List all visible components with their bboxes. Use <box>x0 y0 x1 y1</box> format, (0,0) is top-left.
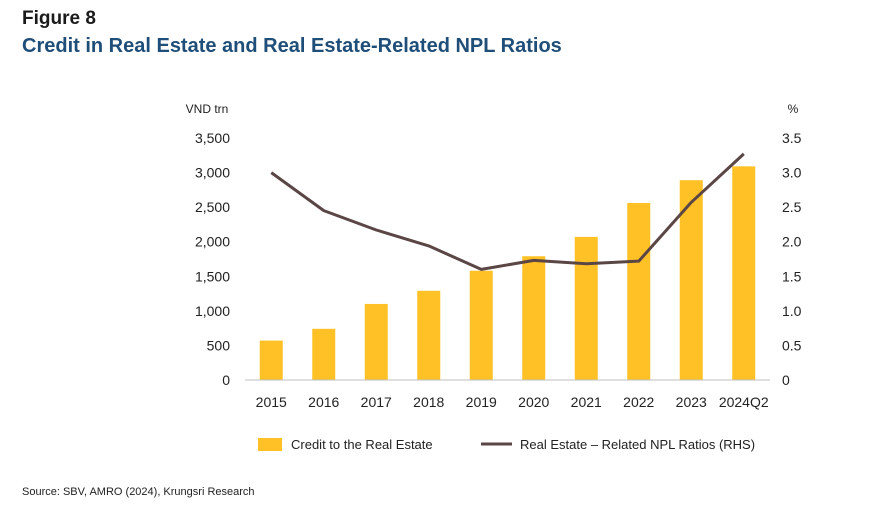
left-axis-unit: VND trn <box>186 102 229 116</box>
left-tick-label: 2,500 <box>195 199 230 215</box>
left-tick-label: 0 <box>222 372 230 388</box>
bar <box>574 236 598 380</box>
bar <box>679 180 703 380</box>
right-axis-ticks: 0 0.5 1.0 1.5 2.0 2.5 3.0 3.5 <box>782 130 802 388</box>
chart-title: Credit in Real Estate and Real Estate-Re… <box>22 35 562 57</box>
x-tick-label: 2015 <box>256 394 287 410</box>
left-tick-label: 500 <box>207 337 231 353</box>
left-axis-ticks: 0 500 1,000 1,500 2,000 2,500 3,000 3,500 <box>195 130 230 388</box>
x-tick-label: 2024Q2 <box>719 394 769 410</box>
x-tick-label: 2017 <box>361 394 392 410</box>
figure-label: Figure 8 <box>22 8 96 29</box>
bar <box>417 290 441 380</box>
x-tick-label: 2021 <box>571 394 602 410</box>
right-tick-label: 2.5 <box>782 199 802 215</box>
legend-line-label: Real Estate – Related NPL Ratios (RHS) <box>520 437 755 452</box>
x-axis-ticks: 2015 2016 2017 2018 2019 2020 2021 2022 2023 2024… <box>256 394 769 410</box>
bar <box>312 328 336 380</box>
source-note: Source: SBV, AMRO (2024), Krungsri Resea… <box>22 486 255 498</box>
bar <box>364 303 388 380</box>
x-tick-label: 2019 <box>466 394 497 410</box>
x-tick-label: 2022 <box>623 394 654 410</box>
left-tick-label: 3,000 <box>195 165 230 181</box>
bar <box>522 256 546 380</box>
right-tick-label: 0.5 <box>782 337 802 353</box>
bar <box>469 270 493 380</box>
bar <box>732 166 756 380</box>
right-tick-label: 1.5 <box>782 268 802 284</box>
x-tick-label: 2018 <box>413 394 444 410</box>
left-tick-label: 1,500 <box>195 268 230 284</box>
left-tick-label: 3,500 <box>195 130 230 146</box>
right-tick-label: 1.0 <box>782 303 802 319</box>
x-tick-label: 2020 <box>518 394 549 410</box>
bar <box>627 202 651 380</box>
left-tick-label: 2,000 <box>195 234 230 250</box>
right-tick-label: 3.0 <box>782 165 802 181</box>
bar-series <box>259 166 756 380</box>
right-tick-label: 3.5 <box>782 130 802 146</box>
legend-bar-label: Credit to the Real Estate <box>291 437 433 452</box>
x-tick-label: 2023 <box>676 394 707 410</box>
right-axis-unit: % <box>788 102 799 116</box>
right-tick-label: 0 <box>782 372 790 388</box>
left-tick-label: 1,000 <box>195 303 230 319</box>
legend: Credit to the Real Estate Real Estate – … <box>258 437 755 452</box>
right-tick-label: 2.0 <box>782 234 802 250</box>
x-tick-label: 2016 <box>308 394 339 410</box>
legend-bar-swatch <box>258 438 282 451</box>
bar <box>259 340 283 380</box>
npl-ratio-line <box>270 152 745 271</box>
